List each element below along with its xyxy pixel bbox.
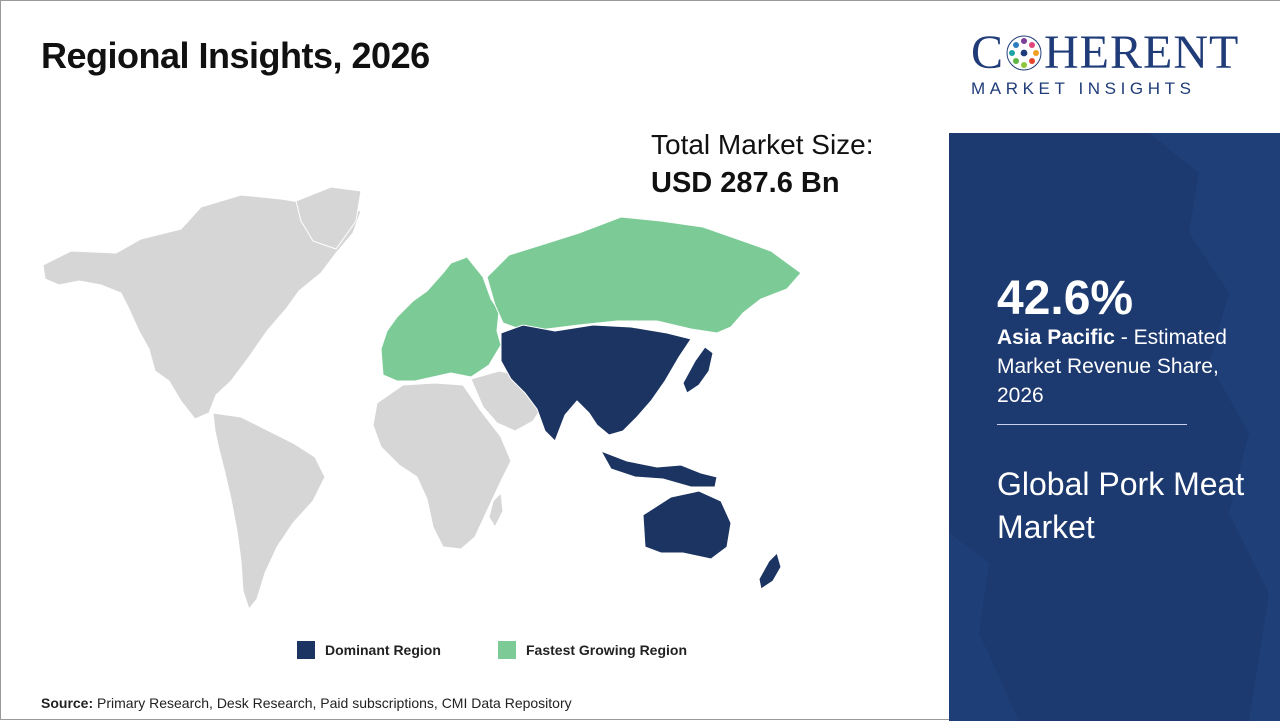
region-southeast-asia-islands	[599, 450, 718, 488]
logo-letters: HERENT	[1044, 26, 1240, 79]
source-label: Source:	[41, 695, 94, 711]
region-madagascar	[488, 491, 504, 529]
logo-orb-icon	[1006, 35, 1042, 71]
company-logo: C HERENT	[971, 29, 1239, 77]
legend-fastest-swatch	[498, 641, 516, 659]
share-description: Asia Pacific - Estimated Market Revenue …	[997, 323, 1247, 410]
legend-dominant: Dominant Region	[297, 640, 441, 660]
insight-panel: 42.6% Asia Pacific - Estimated Market Re…	[949, 133, 1280, 721]
region-greenland	[295, 186, 362, 250]
legend-dominant-label: Dominant Region	[325, 642, 441, 658]
region-new-zealand	[758, 552, 782, 590]
total-market-value: USD 287.6 Bn	[651, 167, 840, 199]
legend-fastest-label: Fastest Growing Region	[526, 642, 688, 658]
page-title: Regional Insights, 2026	[41, 35, 430, 76]
market-name: Global Pork Meat Market	[997, 466, 1245, 545]
panel-map-texture	[949, 133, 1280, 721]
share-region-name: Asia Pacific	[997, 326, 1115, 349]
logo-letter-c: C	[971, 26, 1005, 79]
legend-fastest: Fastest Growing Region	[498, 640, 687, 660]
logo-area: C HERENT MARKET INSIGHTS	[949, 1, 1280, 133]
world-map	[42, 186, 802, 611]
share-value: 42.6%	[997, 272, 1134, 325]
region-latin-america	[212, 412, 326, 611]
source-note: Source: Primary Research, Desk Research,…	[41, 695, 572, 711]
region-africa	[372, 382, 512, 550]
source-text: Primary Research, Desk Research, Paid su…	[97, 695, 572, 711]
region-japan	[682, 346, 714, 394]
panel-divider	[997, 424, 1187, 425]
region-australia	[642, 490, 732, 560]
logo-subtitle: MARKET INSIGHTS	[971, 79, 1196, 98]
region-north-america	[42, 194, 362, 420]
total-market-label: Total Market Size:	[651, 129, 874, 160]
region-russia	[486, 216, 802, 334]
share-desc-text: - Estimated Market Revenue Share, 2026	[997, 326, 1227, 407]
region-asia-pacific	[500, 324, 692, 442]
legend-dominant-swatch	[297, 641, 315, 659]
region-europe	[380, 256, 502, 382]
